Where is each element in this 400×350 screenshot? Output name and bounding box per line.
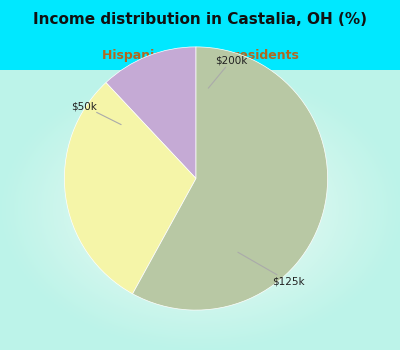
- Text: $125k: $125k: [238, 252, 304, 286]
- Wedge shape: [64, 83, 196, 294]
- Text: Income distribution in Castalia, OH (%): Income distribution in Castalia, OH (%): [33, 12, 367, 27]
- Text: $50k: $50k: [71, 101, 121, 125]
- Wedge shape: [133, 47, 328, 310]
- Text: $200k: $200k: [208, 55, 248, 88]
- Wedge shape: [106, 47, 196, 178]
- Text: Hispanic or Latino residents: Hispanic or Latino residents: [102, 49, 298, 63]
